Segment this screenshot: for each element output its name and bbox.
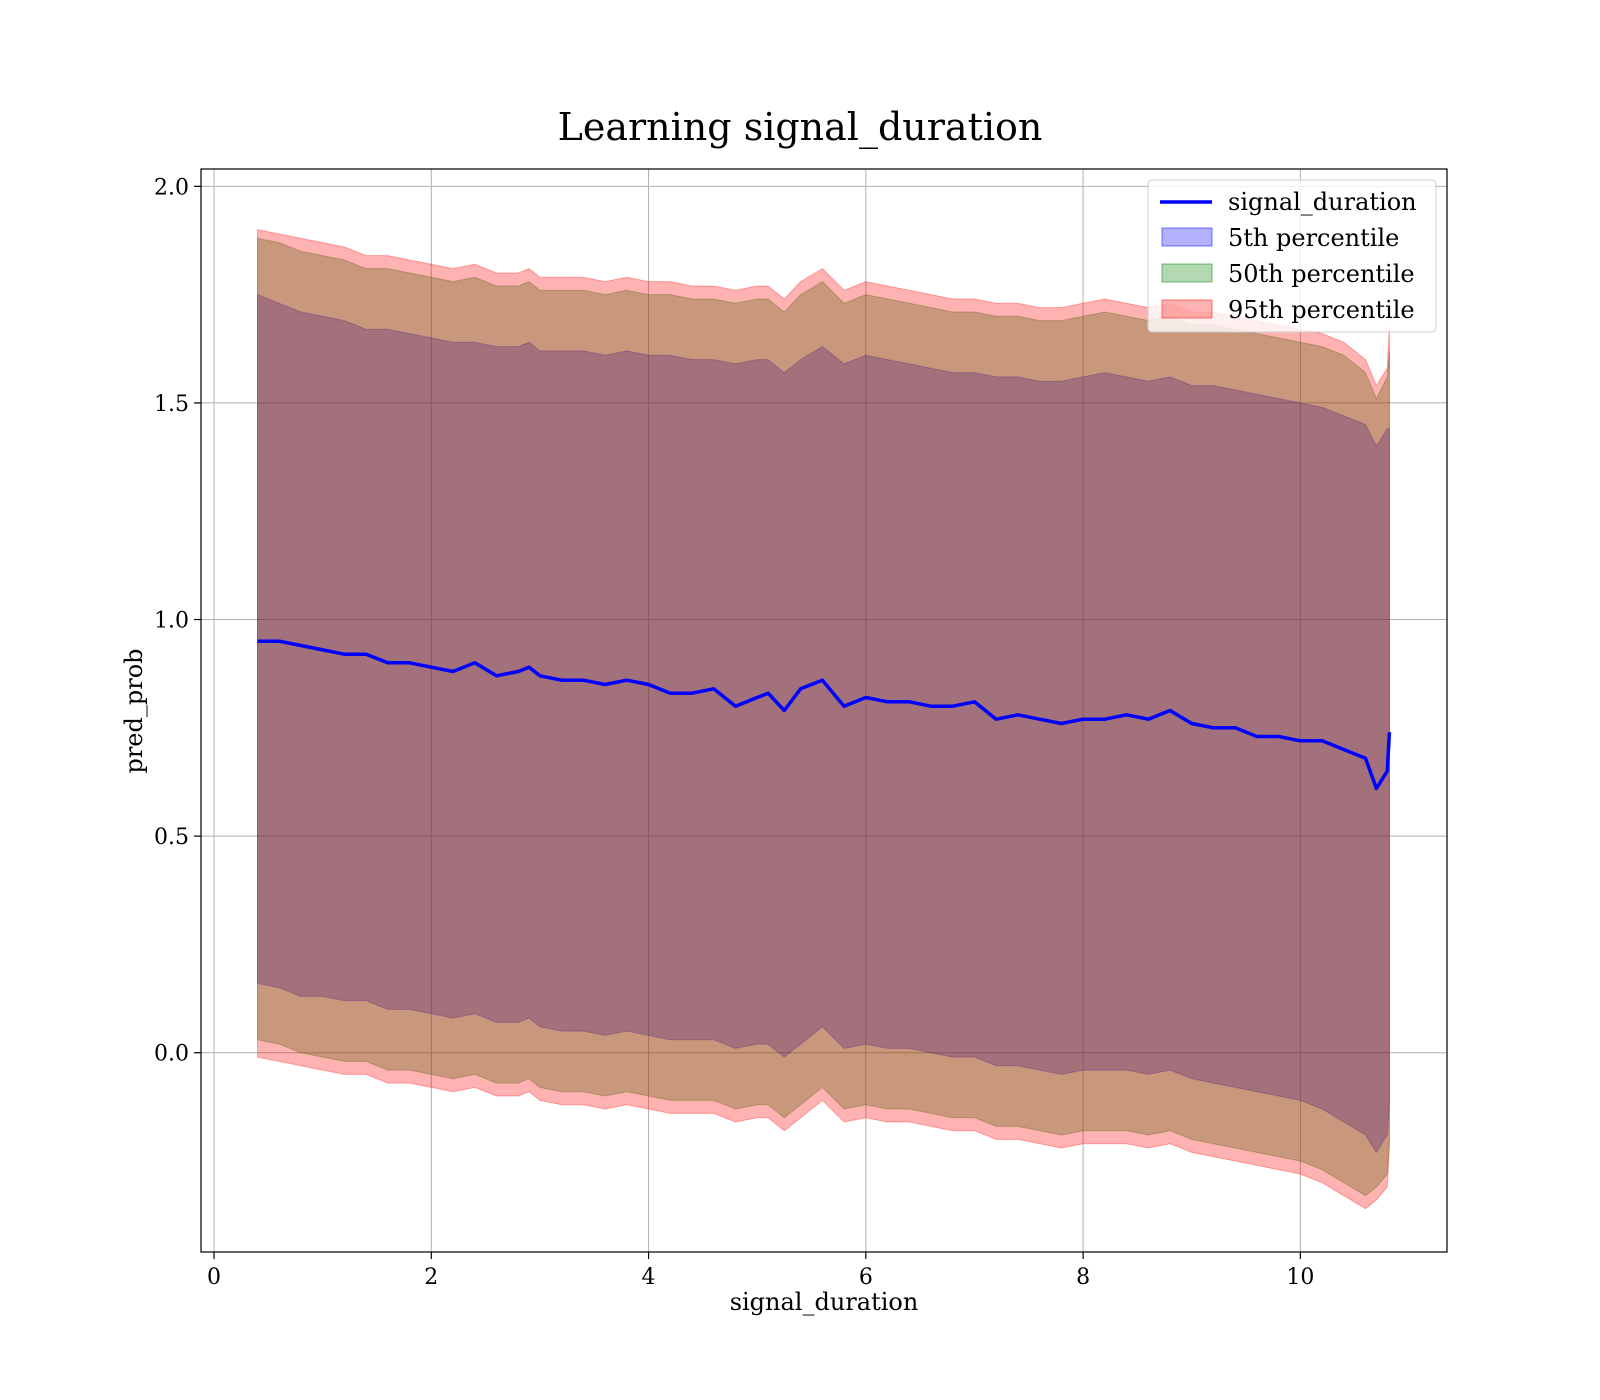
x-tick-label: 2 [424, 1265, 438, 1290]
y-tick-label: 1.0 [154, 609, 189, 634]
plot-frame [200, 168, 1448, 1253]
y-tick-label: 0.5 [154, 825, 189, 850]
x-tick-label: 0 [207, 1265, 221, 1290]
y-tick-label: 0.0 [154, 1042, 189, 1067]
legend-label-50th-percentile: 50th percentile [1228, 260, 1415, 288]
series-lines [257, 639, 1392, 791]
x-axis-label: signal_duration [730, 1288, 919, 1316]
x-axis-ticks: 0 2 4 6 8 10 [207, 1252, 1314, 1290]
y-tick-label: 1.5 [154, 392, 189, 417]
legend-label-signal-duration: signal_duration [1228, 188, 1417, 216]
legend-swatch-95th-percentile [1161, 299, 1213, 319]
legend-label-5th-percentile: 5th percentile [1228, 224, 1399, 252]
legend-label-95th-percentile: 95th percentile [1228, 296, 1415, 324]
y-axis-label: pred_prob [120, 648, 148, 773]
chart-title: Learning signal_duration [558, 105, 1043, 150]
x-tick-label: 10 [1286, 1265, 1314, 1290]
percentile-bands [257, 228, 1390, 1210]
x-tick-label: 4 [642, 1265, 656, 1290]
band-50th-percentile [257, 237, 1390, 1197]
x-tick-label: 6 [859, 1265, 873, 1290]
band-95th-percentile [257, 228, 1390, 1210]
band-5th-percentile [257, 293, 1390, 1154]
line-signal-duration [257, 639, 1392, 791]
legend-box [1147, 179, 1437, 333]
legend-swatch-5th-percentile [1161, 227, 1213, 247]
y-axis-ticks: 0.0 0.5 1.0 1.5 2.0 [154, 175, 201, 1067]
legend: signal_duration 5th percentile 50th percen… [1147, 179, 1437, 333]
legend-swatch-50th-percentile [1161, 263, 1213, 283]
x-tick-label: 8 [1076, 1265, 1090, 1290]
grid-lines [201, 169, 1447, 1252]
y-tick-label: 2.0 [154, 175, 189, 200]
